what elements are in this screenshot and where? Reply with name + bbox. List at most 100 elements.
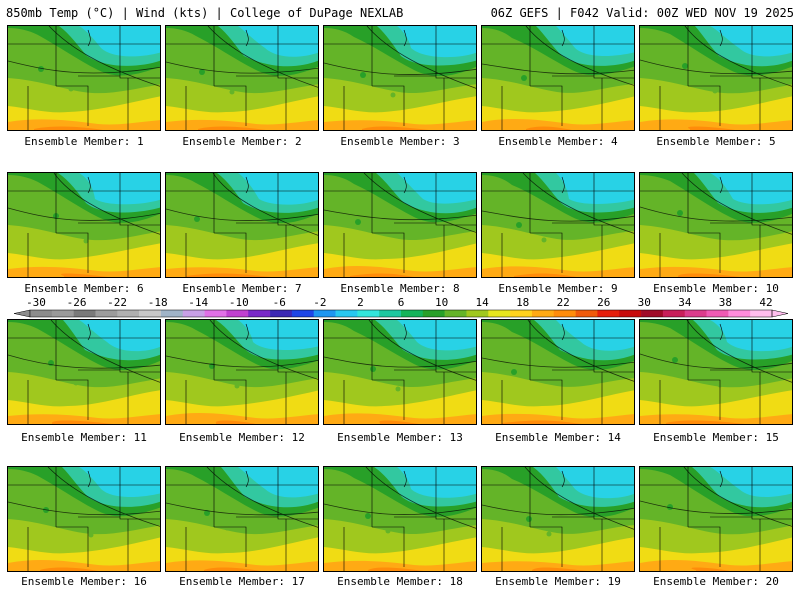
colorbar-tick-label: 10: [435, 296, 448, 309]
ensemble-member-label: Ensemble Member: 13: [337, 431, 463, 444]
ensemble-member-map: [7, 466, 161, 572]
colorbar-tick-label: 30: [638, 296, 651, 309]
colorbar-tick-label: -14: [188, 296, 208, 309]
ensemble-member-label: Ensemble Member: 10: [653, 282, 779, 295]
colorbar-swatch: [204, 310, 227, 317]
colorbar-swatch: [335, 310, 358, 317]
temperature-field-map: [640, 26, 792, 130]
colorbar-swatch: [270, 310, 293, 317]
colorbar-swatch: [510, 310, 533, 317]
model-run-info: 06Z GEFS | F042 Valid: 00Z WED NOV 19 20…: [490, 6, 794, 20]
ensemble-member-label: Ensemble Member: 12: [179, 431, 305, 444]
colorbar-tick-label: 18: [516, 296, 529, 309]
colorbar-swatch: [379, 310, 402, 317]
colorbar-tick-label: 6: [398, 296, 405, 309]
ensemble-member-map: [639, 319, 793, 425]
ensemble-member-map: [481, 172, 635, 278]
temperature-field-map: [8, 26, 160, 130]
ensemble-member-map: [7, 319, 161, 425]
ensemble-member-map: [323, 25, 477, 131]
ensemble-member-map: [481, 466, 635, 572]
temperature-field-map: [324, 320, 476, 424]
ensemble-member-label: Ensemble Member: 2: [182, 135, 302, 148]
colorbar-swatch: [51, 310, 74, 317]
ensemble-member-label: Ensemble Member: 1: [24, 135, 144, 148]
ensemble-member-map: [7, 172, 161, 278]
ensemble-member-label: Ensemble Member: 19: [495, 575, 621, 588]
colorbar-swatch: [139, 310, 162, 317]
temperature-field-map: [8, 320, 160, 424]
colorbar-tick-label: 14: [475, 296, 489, 309]
colorbar-swatch: [531, 310, 555, 317]
ensemble-member-label: Ensemble Member: 15: [653, 431, 779, 444]
ensemble-member-label: Ensemble Member: 7: [182, 282, 302, 295]
colorbar-swatch: [313, 310, 336, 317]
colorbar-tick-label: -2: [313, 296, 326, 309]
colorbar-swatch: [488, 310, 511, 317]
colorbar-swatch: [160, 310, 184, 317]
colorbar-tick-label: -18: [148, 296, 168, 309]
temperature-field-map: [166, 467, 318, 571]
colorbar-swatch: [619, 310, 642, 317]
temperature-field-map: [482, 467, 634, 571]
ensemble-member-label: Ensemble Member: 14: [495, 431, 621, 444]
colorbar-tick-label: 34: [678, 296, 692, 309]
colorbar-graphic: -30 -26 -22 -18 -14 -10 -6 -2 2 6 10 14 18 22 26 30 34 38…: [13, 296, 789, 318]
temperature-field-map: [324, 467, 476, 571]
ensemble-member-label: Ensemble Member: 4: [498, 135, 618, 148]
temperature-field-map: [482, 320, 634, 424]
colorbar-tick-label: -22: [107, 296, 127, 309]
ensemble-member-map: [165, 25, 319, 131]
ensemble-member-label: Ensemble Member: 16: [21, 575, 147, 588]
temperature-field-map: [324, 173, 476, 277]
ensemble-member-label: Ensemble Member: 17: [179, 575, 305, 588]
ensemble-member-map: [481, 319, 635, 425]
colorbar-tick-label: 2: [357, 296, 364, 309]
temperature-field-map: [8, 173, 160, 277]
temperature-colorbar: -30 -26 -22 -18 -14 -10 -6 -2 2 6 10 14 18 22 26 30 34 38…: [6, 296, 794, 322]
ensemble-member-label: Ensemble Member: 6: [24, 282, 144, 295]
ensemble-member-map: [639, 172, 793, 278]
ensemble-member-map: [323, 466, 477, 572]
colorbar-swatch: [73, 310, 96, 317]
colorbar-right-arrow: [771, 309, 789, 318]
colorbar-swatch: [466, 310, 489, 317]
colorbar-swatch: [662, 310, 685, 317]
ensemble-member-map: [323, 319, 477, 425]
ensemble-member-label: Ensemble Member: 18: [337, 575, 463, 588]
colorbar-swatch: [182, 310, 205, 317]
chart-title: 850mb Temp (°C) | Wind (kts) | College o…: [6, 6, 404, 20]
colorbar-swatch: [422, 310, 445, 317]
temperature-field-map: [640, 320, 792, 424]
colorbar-swatch: [684, 310, 707, 317]
colorbar-tick-label: -6: [273, 296, 286, 309]
colorbar-swatch: [117, 310, 140, 317]
colorbar-tick-label: -26: [67, 296, 87, 309]
colorbar-swatch: [553, 310, 576, 317]
ensemble-member-label: Ensemble Member: 9: [498, 282, 618, 295]
ensemble-member-map: [481, 25, 635, 131]
colorbar-swatch: [357, 310, 380, 317]
ensemble-member-label: Ensemble Member: 3: [340, 135, 460, 148]
colorbar-left-arrow: [13, 309, 31, 318]
colorbar-swatch: [750, 310, 773, 317]
colorbar-tick-label: 26: [597, 296, 610, 309]
ensemble-member-label: Ensemble Member: 8: [340, 282, 460, 295]
ensemble-member-map: [165, 172, 319, 278]
temperature-field-map: [166, 320, 318, 424]
colorbar-swatch: [728, 310, 751, 317]
colorbar-swatch: [401, 310, 424, 317]
ensemble-member-label: Ensemble Member: 20: [653, 575, 779, 588]
ensemble-member-map: [639, 466, 793, 572]
colorbar-swatch: [291, 310, 314, 317]
colorbar-swatch: [597, 310, 620, 317]
ensemble-member-map: [323, 172, 477, 278]
ensemble-member-map: [165, 466, 319, 572]
temperature-field-map: [166, 26, 318, 130]
temperature-field-map: [166, 173, 318, 277]
colorbar-swatch: [706, 310, 729, 317]
colorbar-tick-label: -10: [229, 296, 249, 309]
temperature-field-map: [324, 26, 476, 130]
temperature-field-map: [640, 173, 792, 277]
temperature-field-map: [640, 467, 792, 571]
